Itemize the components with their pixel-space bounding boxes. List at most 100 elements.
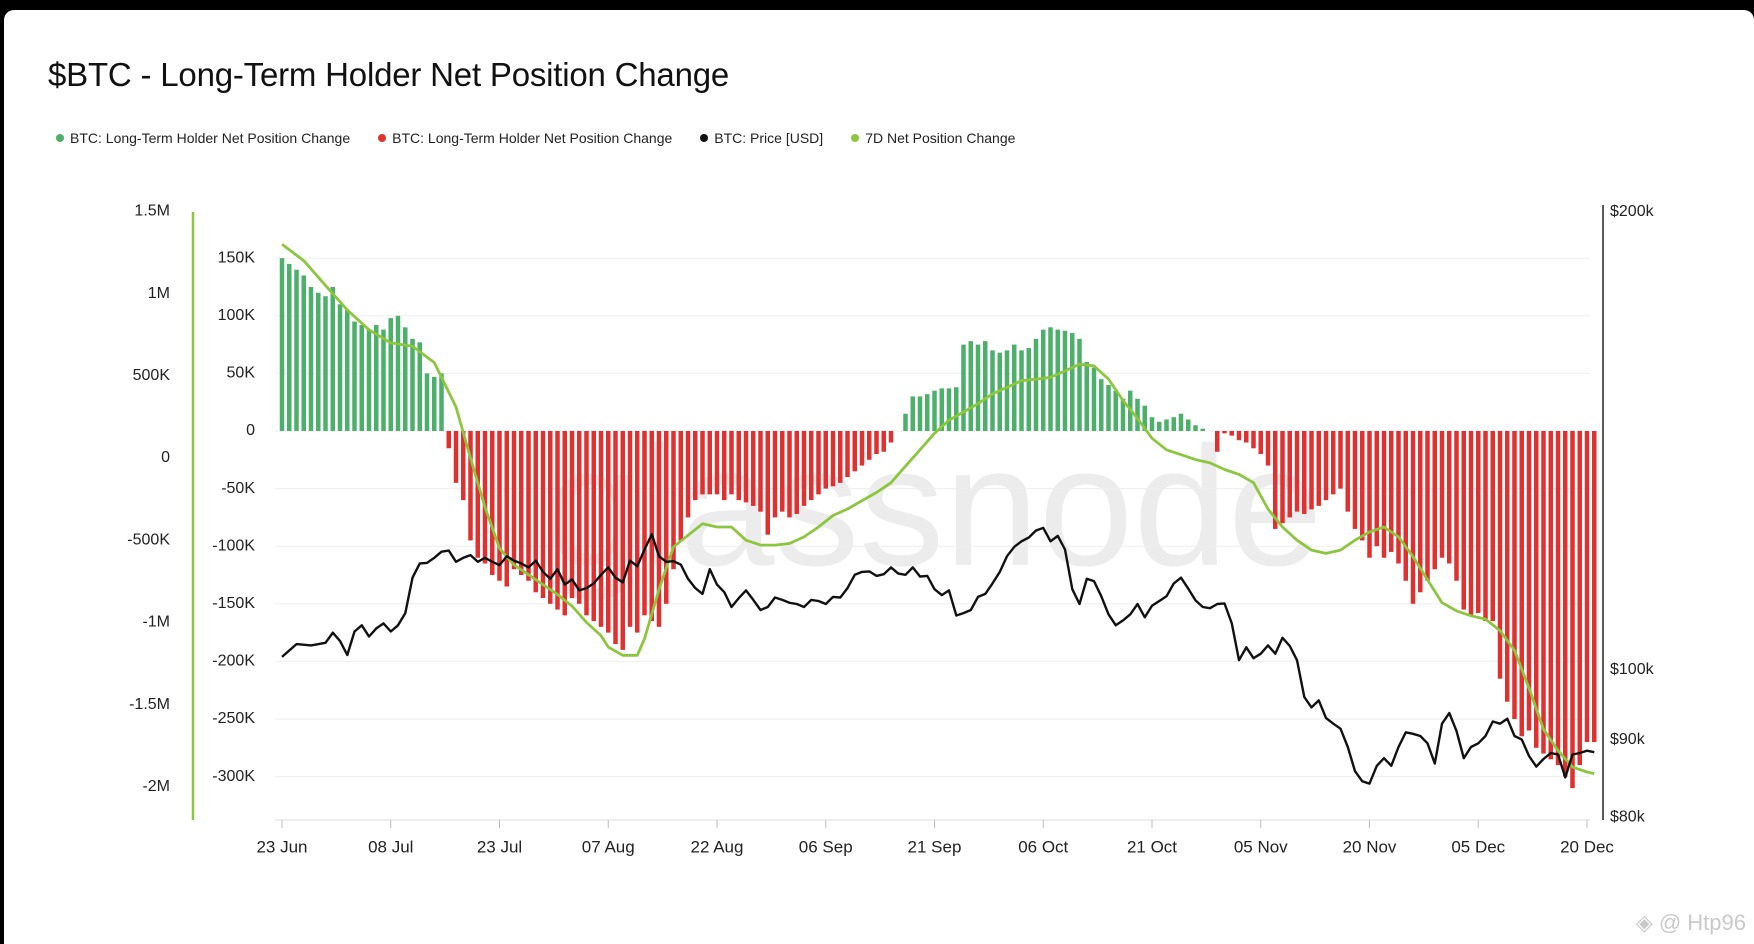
net-position-bar (504, 431, 509, 587)
net-position-bar (1222, 431, 1227, 434)
net-position-bar (787, 431, 792, 518)
left-outer-tick-label: 1M (148, 285, 170, 302)
net-position-bar (1352, 431, 1358, 529)
net-position-bar (932, 390, 937, 431)
net-position-bar (1403, 431, 1408, 581)
net-position-bar (1048, 327, 1053, 431)
net-position-bar (316, 292, 321, 431)
left-inner-tick-label: -300K (212, 768, 255, 785)
net-position-bar (939, 388, 944, 431)
net-position-bar (693, 431, 698, 501)
x-tick-label: 06 Oct (1018, 837, 1068, 856)
net-position-bar (1004, 350, 1010, 431)
left-outer-tick-label: -500K (127, 531, 170, 548)
net-position-bar (1381, 431, 1387, 558)
net-position-bar (830, 431, 836, 487)
net-position-bar (323, 296, 328, 431)
net-position-bar (511, 431, 517, 570)
net-position-bar (1410, 431, 1416, 604)
net-position-bar (1135, 398, 1140, 431)
net-position-bar (606, 431, 611, 633)
net-position-bar (990, 350, 995, 431)
net-position-bar (424, 373, 430, 431)
x-tick-label: 20 Nov (1343, 837, 1397, 856)
net-position-bar (852, 431, 857, 472)
net-position-bar (1171, 417, 1176, 431)
net-position-bar (903, 413, 908, 431)
net-position-bar (1367, 431, 1372, 558)
net-position-bar (403, 327, 408, 431)
net-position-bar (439, 373, 444, 431)
net-position-bar (1012, 344, 1017, 431)
net-position-bar (1592, 431, 1597, 743)
net-position-bar (1033, 338, 1039, 431)
net-position-bar (910, 396, 915, 431)
net-position-bar (591, 431, 596, 622)
left-inner-tick-label: 0 (246, 422, 255, 439)
net-position-bar (562, 431, 567, 616)
net-position-bar (1418, 431, 1423, 593)
x-tick-label: 20 Dec (1560, 837, 1614, 856)
net-position-bar (584, 431, 589, 616)
net-position-bar (1265, 431, 1271, 466)
net-position-bar (1316, 431, 1321, 506)
net-position-bar (1164, 419, 1169, 431)
right-tick-label: $90k (1610, 731, 1646, 748)
left-inner-tick-label: -50K (221, 480, 255, 497)
net-position-bar (1490, 431, 1495, 622)
net-position-bar (1483, 431, 1488, 622)
legend-label: BTC: Long-Term Holder Net Position Chang… (70, 130, 351, 146)
net-position-bar (461, 431, 466, 501)
legend-item-7d-change[interactable]: 7D Net Position Change (851, 130, 1015, 146)
legend-label: 7D Net Position Change (865, 130, 1016, 146)
net-position-bar (330, 287, 335, 431)
net-position-bar (1534, 431, 1539, 748)
net-position-bar (1215, 431, 1220, 452)
net-position-bar (881, 431, 886, 452)
legend-dot-icon (56, 134, 64, 142)
net-position-bar (1287, 431, 1292, 518)
legend-item-price[interactable]: BTC: Price [USD] (700, 130, 823, 146)
net-position-bar (1178, 413, 1184, 431)
net-position-bar (613, 431, 618, 645)
watermark-text: @ Htp96 (1658, 910, 1746, 935)
x-tick-label: 08 Jul (368, 837, 413, 856)
net-position-bar (1389, 431, 1394, 552)
net-position-bar (1113, 390, 1118, 431)
net-position-bar (772, 431, 778, 518)
net-position-bar (736, 431, 741, 501)
legend-label: BTC: Price [USD] (714, 130, 824, 146)
x-tick-label: 06 Sep (799, 837, 853, 856)
x-tick-label: 21 Oct (1127, 837, 1177, 856)
left-outer-tick-label: 500K (133, 367, 171, 384)
net-position-bar (540, 431, 546, 599)
net-position-bar (1142, 405, 1147, 431)
net-position-bar (359, 325, 364, 431)
net-position-bar (374, 325, 379, 431)
net-position-bar (548, 431, 553, 604)
net-position-bar (294, 269, 299, 431)
legend-item-ltm-negative[interactable]: BTC: Long-Term Holder Net Position Chang… (378, 130, 672, 146)
net-position-bar (569, 431, 575, 599)
net-position-bar (809, 431, 814, 501)
net-position-bar (656, 431, 662, 627)
net-position-bar (1273, 431, 1278, 529)
net-position-bar (1294, 431, 1300, 512)
net-position-bar (490, 431, 495, 575)
net-position-bar (1541, 431, 1546, 754)
net-position-bar (388, 318, 393, 431)
net-position-bar (533, 431, 538, 593)
net-position-bar (946, 388, 952, 431)
ma-7d-line (281, 243, 1595, 775)
right-tick-label: $200k (1610, 203, 1655, 220)
legend-dot-icon (700, 134, 709, 142)
net-position-bar (1149, 417, 1155, 431)
net-position-bar (1505, 431, 1510, 702)
legend-label: BTC: Long-Term Holder Net Position Chang… (392, 130, 673, 146)
legend-item-ltm-positive[interactable]: BTC: Long-Term Holder Net Position Chang… (56, 130, 350, 146)
net-position-bar (729, 431, 734, 495)
net-position-bar (1280, 431, 1285, 524)
net-position-bar (1360, 431, 1365, 541)
net-position-bar (664, 431, 669, 604)
net-position-bar (823, 431, 828, 489)
